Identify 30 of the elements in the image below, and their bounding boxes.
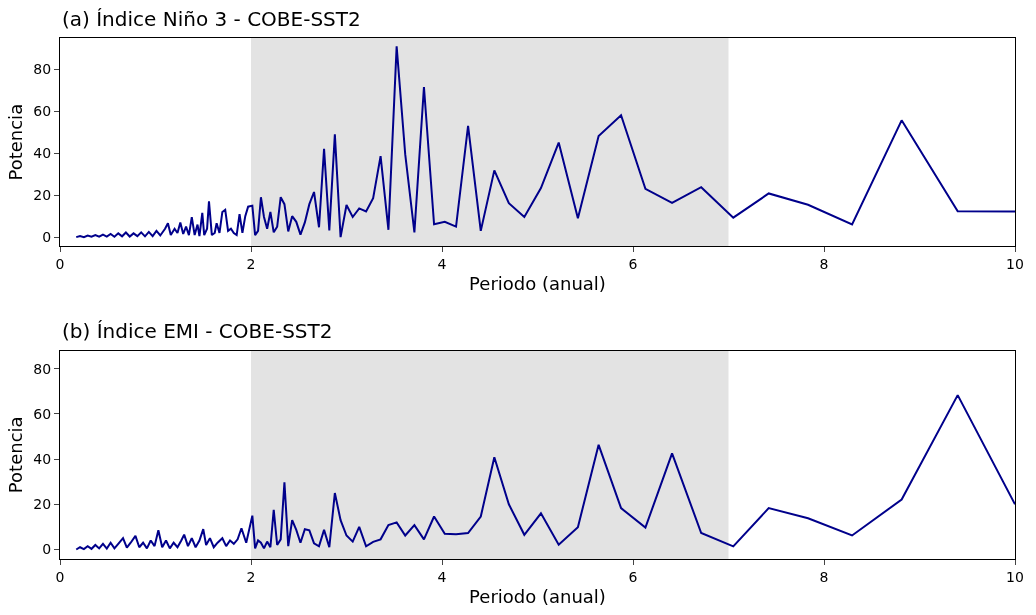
line-series xyxy=(75,394,1015,551)
y-tick-label: 0 xyxy=(42,541,52,558)
chart-title: (a) Índice Niño 3 - COBE-SST2 xyxy=(62,7,361,31)
x-tick-label: 8 xyxy=(819,256,829,273)
x-tick-label: 10 xyxy=(1006,256,1024,273)
x-tick-label: 0 xyxy=(55,568,65,585)
line-series xyxy=(75,45,1015,239)
x-axis-title: Periodo (anual) xyxy=(469,585,606,607)
x-tick-label: 2 xyxy=(246,256,256,273)
y-tick-label: 40 xyxy=(33,145,52,162)
y-tick-label: 80 xyxy=(33,360,52,377)
y-axis-title: Potencia xyxy=(4,103,26,181)
x-axis-title: Periodo (anual) xyxy=(469,273,606,295)
x-tick-label: 0 xyxy=(55,256,65,273)
x-tick-label: 4 xyxy=(437,568,447,585)
x-tick-label: 2 xyxy=(246,568,256,585)
y-tick-label: 60 xyxy=(33,103,52,120)
x-tick-label: 6 xyxy=(628,256,638,273)
x-tick-label: 4 xyxy=(437,256,447,273)
y-tick-label: 60 xyxy=(33,405,52,422)
x-tick-label: 10 xyxy=(1006,568,1024,585)
y-axis-title: Potencia xyxy=(4,416,26,494)
y-tick-label: 40 xyxy=(33,450,52,467)
y-tick-label: 20 xyxy=(33,187,52,204)
y-tick-label: 80 xyxy=(33,60,52,77)
y-tick-label: 0 xyxy=(42,229,52,246)
x-tick-label: 8 xyxy=(819,568,829,585)
chart-title: (b) Índice EMI - COBE-SST2 xyxy=(62,319,333,343)
y-tick-label: 20 xyxy=(33,496,52,513)
x-tick-label: 6 xyxy=(628,568,638,585)
